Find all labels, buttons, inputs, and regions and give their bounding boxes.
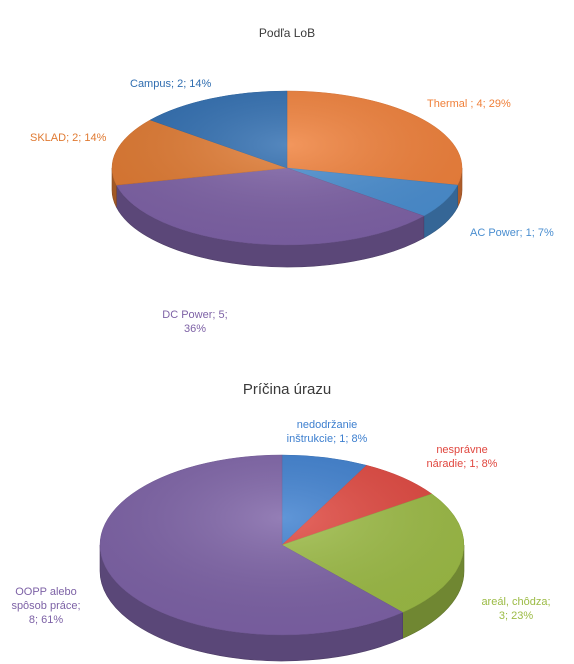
data-label-ac-power: AC Power; 1; 7% <box>470 227 554 239</box>
chart-lob-title: Podľa LoB <box>259 26 315 40</box>
data-label-oopp-alebo-sposob-prace: OOPP alebo spôsob práce; 8; 61% <box>11 586 80 626</box>
data-label-dc-power: DC Power; 5; 36% <box>162 309 227 335</box>
chart-lob: Podľa LoB Thermal ; 4; 29% AC Power; 1; 7… <box>30 26 554 335</box>
chart-cause: Príčina úrazu nedodržanie inštrukcie; 1; … <box>11 381 551 662</box>
chart-lob-slices <box>111 90 463 246</box>
chart-cause-labels: nedodržanie inštrukcie; 1; 8% nesprávne nár… <box>11 419 550 626</box>
data-label-nedodrzanie-instrukcie: nedodržanie inštrukcie; 1; 8% <box>287 419 368 445</box>
chart-cause-title: Príčina úrazu <box>243 381 331 398</box>
data-label-thermal: Thermal ; 4; 29% <box>427 98 511 110</box>
chart-lob-labels: Thermal ; 4; 29% AC Power; 1; 7% DC Power;… <box>30 78 554 335</box>
data-label-campus: Campus; 2; 14% <box>130 78 212 90</box>
data-label-nespravne-naradie: nesprávne náradie; 1; 8% <box>427 444 498 470</box>
chart-cause-slices <box>99 454 465 636</box>
data-label-sklad: SKLAD; 2; 14% <box>30 132 107 144</box>
data-label-areal-chodza: areál, chôdza; 3; 23% <box>481 596 550 622</box>
